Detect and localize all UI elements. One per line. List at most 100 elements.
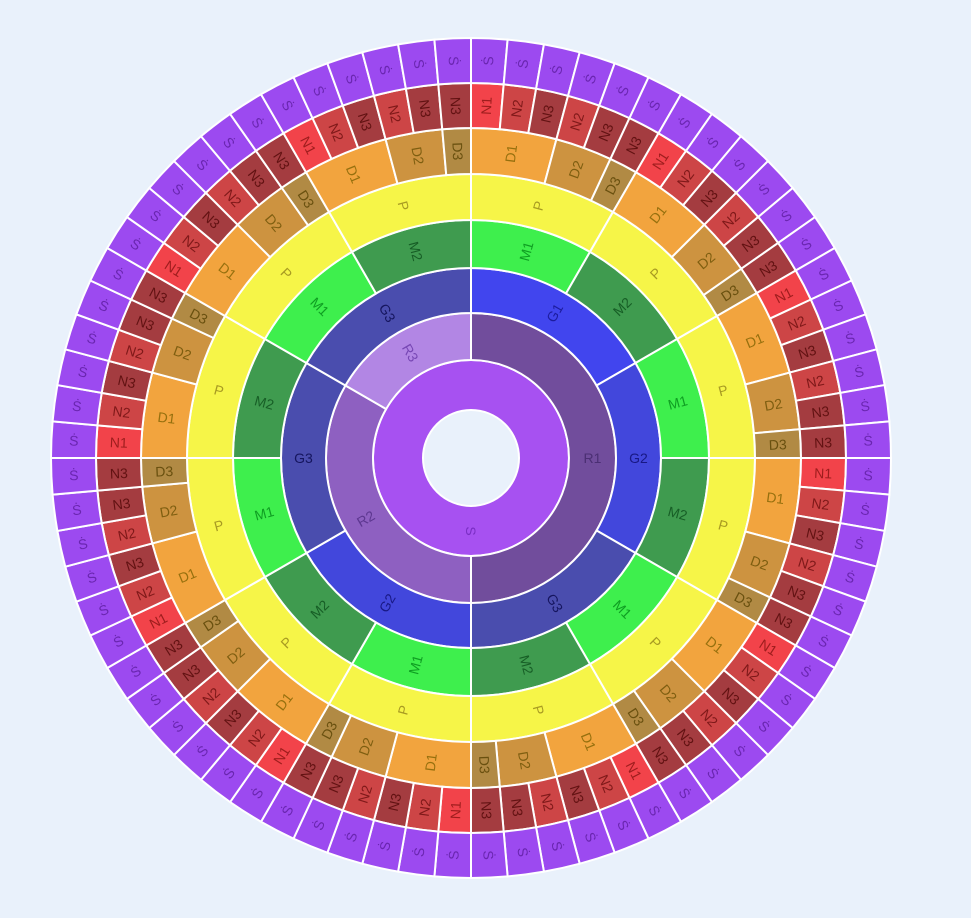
slice-label: D1 bbox=[157, 409, 177, 427]
slice-label: D1 bbox=[743, 330, 766, 352]
slice-label: D1 bbox=[176, 564, 199, 586]
slice-label: D1 bbox=[765, 489, 785, 507]
slice-label: N3 bbox=[595, 121, 617, 144]
slice-label: M1 bbox=[253, 503, 276, 524]
slice-label: P bbox=[395, 199, 413, 212]
slice-label: N3 bbox=[385, 791, 405, 812]
slice-label: N2 bbox=[538, 792, 558, 813]
slice-label: N1 bbox=[814, 465, 833, 482]
slice-label: Ṡ bbox=[411, 58, 429, 69]
slice-label: P bbox=[717, 517, 730, 535]
slice-label: Ṡ bbox=[513, 58, 531, 69]
slice-label: D1 bbox=[422, 752, 440, 772]
slice-label: Ṡ bbox=[71, 500, 82, 518]
slice-label: N1 bbox=[447, 801, 464, 820]
slice-label: Ṡ bbox=[863, 466, 873, 483]
slice-label: N3 bbox=[355, 111, 376, 133]
slice-label: D3 bbox=[318, 718, 341, 741]
slice-label: D2 bbox=[158, 502, 179, 521]
slice-label: N1 bbox=[297, 134, 320, 157]
slice-label: N3 bbox=[785, 582, 808, 604]
slice-label: D3 bbox=[449, 142, 466, 161]
slice-label: D2 bbox=[355, 735, 376, 757]
slice-label: Ṡ bbox=[76, 534, 89, 553]
slice-label: N3 bbox=[805, 524, 826, 544]
slice-label: N3 bbox=[112, 495, 132, 513]
slice-label: S bbox=[463, 526, 479, 535]
slice-label: Ṡ bbox=[69, 431, 79, 448]
slice-label: N2 bbox=[116, 524, 137, 544]
slice-label: D2 bbox=[763, 395, 784, 414]
slice-label: N2 bbox=[325, 121, 347, 144]
slice-label: N2 bbox=[811, 495, 831, 513]
slice-label: D2 bbox=[408, 145, 427, 166]
slice-label: D3 bbox=[187, 305, 210, 328]
slice-label: N3 bbox=[537, 103, 557, 124]
slice-label: N3 bbox=[796, 342, 818, 363]
slice-label: P bbox=[394, 704, 412, 717]
slice-label: Ṡ bbox=[853, 362, 866, 381]
slice-label: G2 bbox=[629, 450, 648, 466]
slice-label: Ṡ bbox=[863, 431, 873, 448]
slice-label: N2 bbox=[112, 403, 132, 421]
slice-label: N3 bbox=[325, 772, 347, 795]
slice-label: N3 bbox=[134, 312, 157, 334]
slice-label: N3 bbox=[772, 609, 795, 632]
slice-label: N3 bbox=[110, 465, 129, 482]
slice-label: Ṡ bbox=[548, 840, 567, 853]
slice-label: N2 bbox=[805, 372, 826, 392]
slice-label: Ṡ bbox=[444, 850, 461, 860]
slice-label: N2 bbox=[355, 783, 376, 805]
slice-label: N2 bbox=[595, 772, 617, 795]
slice-label: D3 bbox=[768, 436, 787, 453]
slice-label: N3 bbox=[416, 99, 434, 119]
slice-label: M2 bbox=[666, 503, 689, 524]
slice-label: R1 bbox=[584, 450, 602, 466]
slice-label: N3 bbox=[447, 97, 464, 116]
slice-label: Ṡ bbox=[480, 850, 497, 860]
slice-label: N3 bbox=[508, 798, 526, 818]
slice-label: N1 bbox=[147, 609, 170, 632]
slice-label: D3 bbox=[476, 755, 493, 774]
slice-label: D3 bbox=[155, 463, 174, 480]
slice-label: N3 bbox=[811, 403, 831, 421]
slice-label: Ṡ bbox=[859, 396, 870, 414]
slice-label: N1 bbox=[772, 284, 795, 307]
slice-label: Ṡ bbox=[375, 840, 394, 853]
slice-label: R3 bbox=[399, 341, 422, 365]
slice-label: Ṡ bbox=[479, 56, 496, 66]
slice-label: N2 bbox=[134, 582, 157, 604]
slice-label: N3 bbox=[147, 284, 170, 307]
slice-label: N1 bbox=[478, 96, 495, 115]
slice-label: N1 bbox=[623, 759, 646, 782]
slice-label: N2 bbox=[796, 554, 818, 575]
slice-label: P bbox=[212, 381, 225, 399]
slice-label: Ṡ bbox=[859, 500, 870, 518]
slice-label: Ṡ bbox=[547, 63, 566, 76]
slice-label: Ṡ bbox=[71, 396, 82, 414]
slice-label: N2 bbox=[124, 342, 146, 363]
slice-label: N2 bbox=[567, 111, 588, 133]
slice-label: N2 bbox=[508, 98, 526, 118]
slice-label: M2 bbox=[516, 653, 537, 676]
slice-label: Ṡ bbox=[446, 56, 463, 66]
slice-s-upper[interactable] bbox=[433, 36, 472, 86]
slice-label: N1 bbox=[110, 434, 129, 451]
slice-label: N3 bbox=[622, 133, 645, 156]
slice-label: P bbox=[717, 381, 730, 399]
slice-label: Ṡ bbox=[409, 846, 427, 857]
slice-label: N3 bbox=[124, 554, 146, 575]
slice-label: D2 bbox=[748, 552, 770, 573]
slice-label: N3 bbox=[814, 434, 833, 451]
slice-label: P bbox=[212, 517, 225, 535]
slice-label: M1 bbox=[405, 653, 426, 676]
slice-label: P bbox=[530, 704, 548, 717]
slice-label: D3 bbox=[601, 174, 624, 197]
slice-label: D1 bbox=[578, 730, 600, 753]
slice-label: Ṡ bbox=[376, 63, 395, 76]
slice-label: M2 bbox=[253, 392, 276, 413]
slice-label: Ṡ bbox=[77, 362, 90, 381]
slice-label: D1 bbox=[502, 143, 520, 163]
slice-label: N3 bbox=[478, 801, 495, 820]
